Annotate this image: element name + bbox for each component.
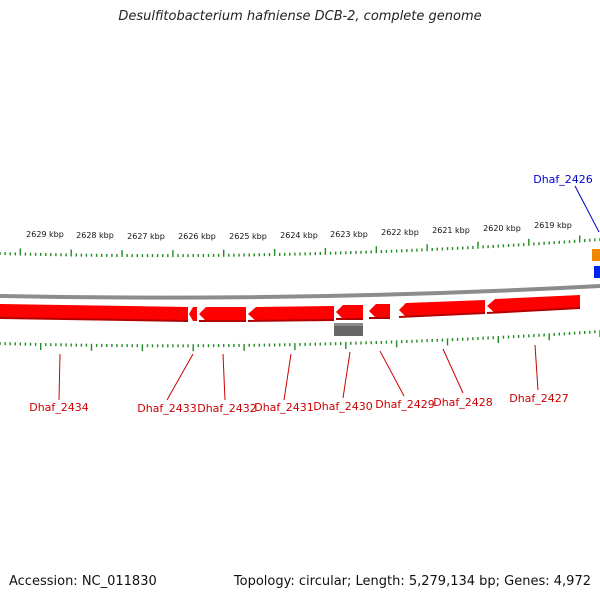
gene-arrow-dhaf-2428[interactable] [399,300,485,317]
leader-dhaf-2429 [379,350,405,397]
kbp-label: 2626 kbp [178,232,216,241]
kbp-label: 2623 kbp [330,230,368,239]
leader-dhaf-2426 [574,185,600,233]
gene-track [0,249,600,336]
kbp-label: 2620 kbp [483,224,521,233]
bottom-ruler [0,330,600,352]
kbp-label: 2628 kbp [76,231,114,240]
gene-label-dhaf-2426[interactable]: Dhaf_2426 [533,173,593,186]
gene-labels: Dhaf_2434 Dhaf_2433 Dhaf_2432 Dhaf_2431 … [29,392,569,415]
gene-label-dhaf-2433[interactable]: Dhaf_2433 [137,402,197,415]
kbp-label: 2627 kbp [127,232,165,241]
genome-title: Desulfitobacterium hafniense DCB-2, comp… [118,9,482,24]
gene-arrow-dhaf-2432[interactable] [199,307,246,321]
leader-dhaf-2427 [534,344,539,391]
top-ruler: 2629 kbp 2628 kbp 2627 kbp 2626 kbp 2625 kbp… [0,221,600,258]
kbp-label: 2629 kbp [26,230,64,239]
accession-text: Accession: NC_011830 [9,574,157,589]
gene-label-dhaf-2428[interactable]: Dhaf_2428 [433,396,493,409]
rna-feature[interactable] [334,323,363,336]
gene-arrow-dhaf-2431[interactable] [248,306,334,321]
kbp-label: 2625 kbp [229,232,267,241]
leader-dhaf-2428 [442,348,464,394]
gene-leader-lines [58,344,539,401]
kbp-label: 2621 kbp [432,226,470,235]
orange-feature[interactable] [592,249,600,261]
kbp-label: 2619 kbp [534,221,572,230]
gene-track-shadow [0,307,581,322]
gene-label-dhaf-2429[interactable]: Dhaf_2429 [375,398,435,411]
gene-label-dhaf-2434[interactable]: Dhaf_2434 [29,401,89,414]
leader-dhaf-2430 [342,351,351,399]
kbp-label: 2622 kbp [381,228,419,237]
blue-feature[interactable] [594,266,600,278]
rna-feature-highlight [334,323,363,326]
leader-dhaf-2433 [166,353,194,401]
genome-stats-text: Topology: circular; Length: 5,279,134 bp… [233,574,591,589]
leader-dhaf-2431 [283,353,292,401]
gene-arrow-dhaf-2433[interactable] [189,307,197,321]
leader-dhaf-2434 [58,353,61,401]
gene-arrow-dhaf-2429[interactable] [369,304,390,318]
gene-arrow-dhaf-2434[interactable] [0,304,188,321]
gene-label-dhaf-2427[interactable]: Dhaf_2427 [509,392,569,405]
leader-dhaf-2432 [222,353,226,401]
genome-backbone [0,284,600,300]
gene-label-dhaf-2431[interactable]: Dhaf_2431 [254,401,314,414]
gene-label-dhaf-2432[interactable]: Dhaf_2432 [197,402,257,415]
kbp-label: 2624 kbp [280,231,318,240]
gene-arrow-dhaf-2430[interactable] [336,305,363,319]
gene-label-dhaf-2430[interactable]: Dhaf_2430 [313,400,373,413]
